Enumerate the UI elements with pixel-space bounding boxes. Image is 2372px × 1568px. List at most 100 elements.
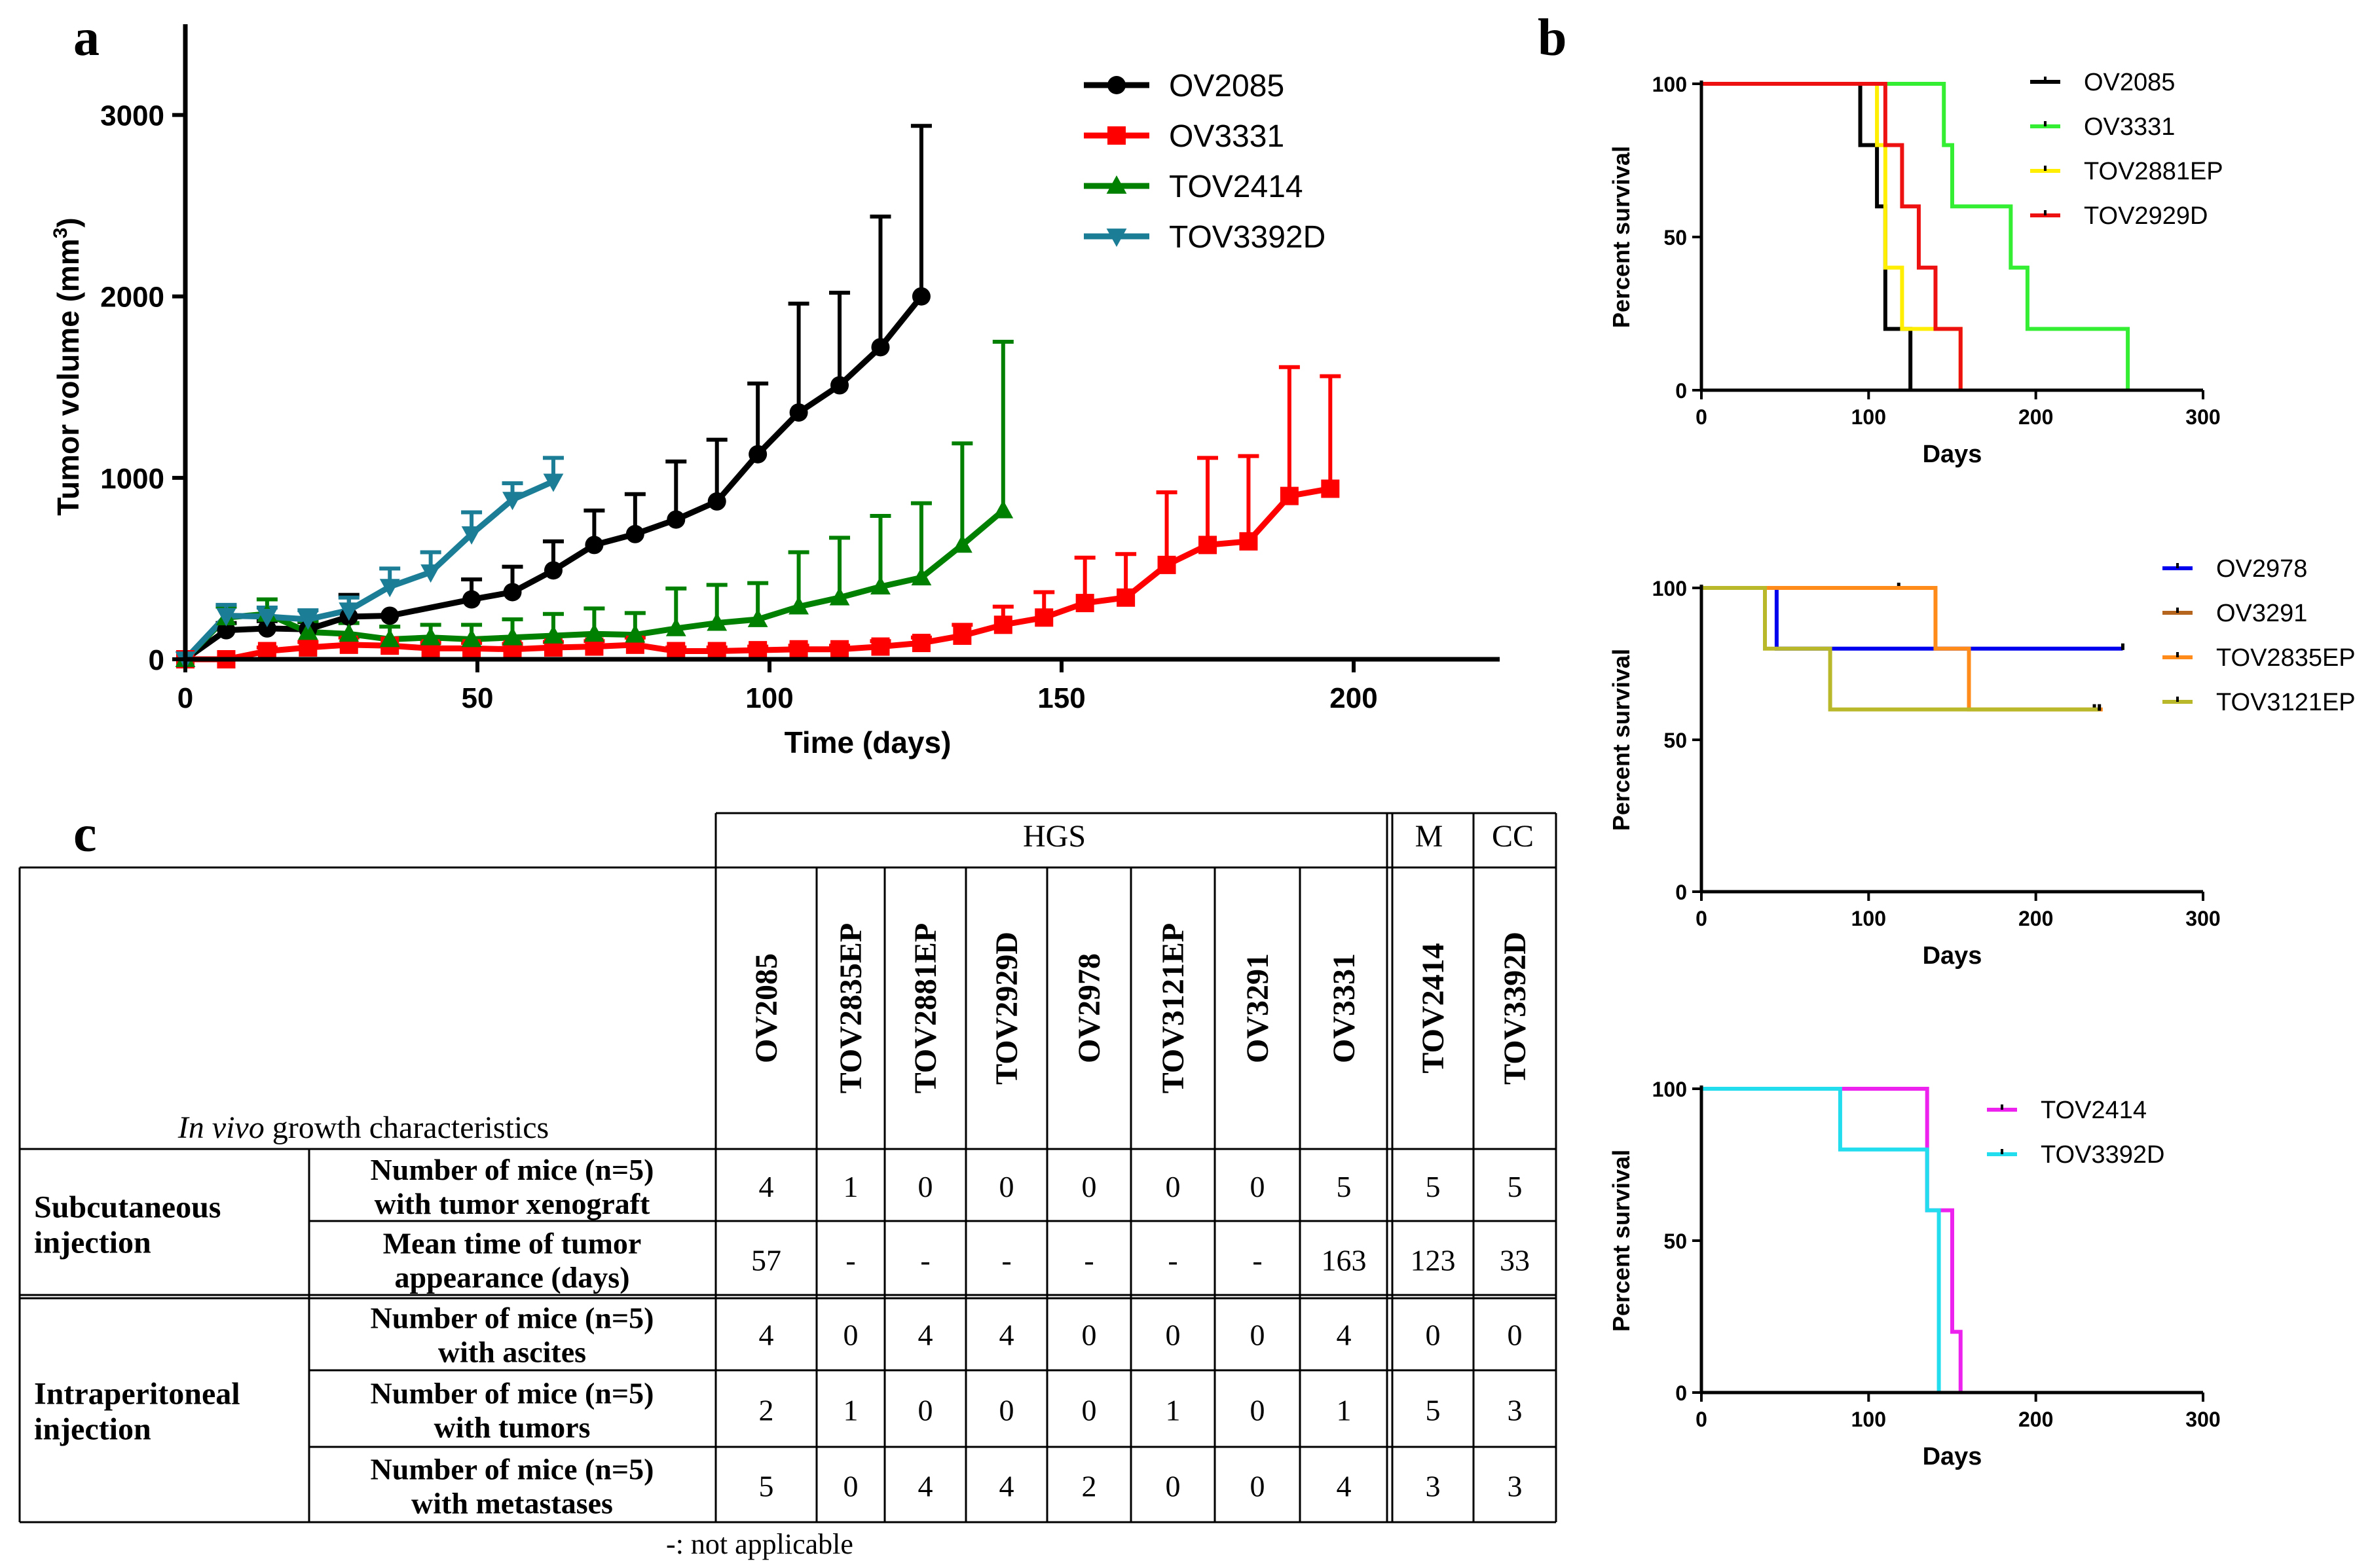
point-ov2085 <box>871 338 890 357</box>
growth-y-axis-title: Tumor volume (mm3) <box>50 217 85 515</box>
point-tov3392d <box>461 526 482 545</box>
survival-2-x-title: Days <box>1923 942 1982 970</box>
survival-line-tov3392d <box>1701 1087 1941 1393</box>
point-tov3392d <box>502 492 523 511</box>
survival-2-y-title: Percent survival <box>1608 649 1635 831</box>
table-cell: 5 <box>1508 1170 1523 1203</box>
table-cell: 2 <box>1082 1470 1097 1503</box>
table-cell: - <box>845 1244 855 1277</box>
table-cell: - <box>1168 1244 1177 1277</box>
growth-x-tick-label: 50 <box>462 682 494 714</box>
survival-3-x-title: Days <box>1923 1443 1982 1470</box>
table-row-label: with tumors <box>434 1411 591 1444</box>
point-tov2414 <box>870 576 891 595</box>
legend-marker-tov2414 <box>1106 175 1127 194</box>
survival-1-x-tick-label: 200 <box>2018 405 2053 429</box>
point-ov2085 <box>830 376 849 395</box>
survival-chart-2: 0 100 200 300 0 50 100 Days Percent survival OV29… <box>1608 555 2356 970</box>
survival-3-x-tick-label: 300 <box>2185 1408 2220 1431</box>
point-tov3392d <box>257 608 278 627</box>
point-ov2085 <box>789 403 808 422</box>
table-cell: 1 <box>843 1170 859 1203</box>
survival-legend-label-tov3121ep: TOV3121EP <box>2216 689 2356 716</box>
table-cell: 4 <box>1337 1319 1352 1352</box>
survival-line-ov3331 <box>1701 82 2130 390</box>
table-column-header-tov2414: TOV2414 <box>1416 943 1451 1073</box>
table-cell: 0 <box>843 1470 859 1503</box>
point-tov2414 <box>420 627 441 646</box>
legend-label-ov3331: OV3331 <box>1169 119 1284 154</box>
table-header-hgs: HGS <box>1023 819 1086 854</box>
table-cell: 3 <box>1426 1470 1441 1503</box>
table-column-header-tov3121ep: TOV3121EP <box>1156 923 1191 1093</box>
table-cell: 1 <box>1166 1394 1181 1427</box>
survival-legend-label-tov2414: TOV2414 <box>2041 1097 2147 1124</box>
table-cell: 163 <box>1322 1244 1367 1277</box>
table-header-m: M <box>1415 819 1443 854</box>
panel-letter-c: c <box>73 805 97 863</box>
survival-line-tov2414 <box>1701 1087 1963 1393</box>
table-column-header-tov3392d: TOV3392D <box>1498 932 1532 1085</box>
panel-letter-b: b <box>1538 9 1567 67</box>
survival-chart-1: 0 100 200 300 0 50 100 Days Percent survival OV20… <box>1608 69 2223 468</box>
survival-legend-label-ov2085: OV2085 <box>2084 69 2175 96</box>
table-cell: 0 <box>1166 1470 1181 1503</box>
growth-x-tick-label: 100 <box>745 682 793 714</box>
point-ov2085 <box>380 606 399 625</box>
point-ov2085 <box>585 536 604 555</box>
table-cell: 0 <box>1250 1394 1265 1427</box>
survival-legend-label-ov2978: OV2978 <box>2216 555 2307 583</box>
point-ov3331 <box>830 640 849 659</box>
survival-1-x-tick-label: 100 <box>1851 405 1886 429</box>
point-ov2085 <box>749 445 768 464</box>
growth-x-tick-label: 150 <box>1037 682 1085 714</box>
growth-y-axis-title-main: Tumor volume (mm <box>51 238 85 515</box>
table-cell: 0 <box>1250 1170 1265 1203</box>
point-ov3331 <box>1321 479 1340 498</box>
point-ov3331 <box>1075 594 1094 613</box>
table-corner-title-rest: growth characteristics <box>265 1110 549 1145</box>
legend-marker-tov3392d <box>1106 228 1127 247</box>
growth-x-tick-label: 0 <box>177 682 193 714</box>
table-cell: 2 <box>759 1394 774 1427</box>
table-cell: 3 <box>1508 1394 1523 1427</box>
table-column-header-tov2835ep: TOV2835EP <box>834 923 868 1093</box>
point-tov2414 <box>461 629 482 647</box>
growth-error-bars <box>215 124 1341 651</box>
growth-y-tick-label: 1000 <box>100 463 164 495</box>
point-ov3331 <box>749 641 768 660</box>
series-line-tov3392d <box>183 479 555 662</box>
survival-1-x-tick-label: 300 <box>2185 405 2220 429</box>
survival-2-y-tick-label: 100 <box>1652 577 1687 600</box>
panel-letter-a: a <box>73 9 100 67</box>
point-tov2414 <box>911 567 932 586</box>
table-cell: 4 <box>999 1319 1014 1352</box>
table-group-label: Subcutaneous <box>34 1190 221 1225</box>
point-ov2085 <box>217 621 236 640</box>
table-cell: 5 <box>1426 1394 1441 1427</box>
table-cell: 4 <box>1337 1470 1352 1503</box>
table-cell: 0 <box>1508 1319 1523 1352</box>
table-corner-title: In vivo growth characteristics <box>177 1110 549 1145</box>
survival-line-ov2085 <box>1701 82 1913 390</box>
survival-1-x-title: Days <box>1923 441 1982 468</box>
table-column-header-ov3291: OV3291 <box>1240 953 1275 1063</box>
growth-y-axis-title-sup: 3 <box>50 228 71 239</box>
point-tov3392d <box>379 579 400 598</box>
table-cell: 0 <box>999 1394 1014 1427</box>
survival-legend-label-ov3331: OV3331 <box>2084 113 2175 141</box>
point-ov2085 <box>667 510 686 529</box>
point-tov3392d <box>339 602 360 621</box>
growth-y-tick-label: 2000 <box>100 282 164 314</box>
table-row-label: Number of mice (n=5) <box>371 1302 654 1335</box>
table-cell: 4 <box>759 1170 774 1203</box>
survival-legend-label-tov3392d: TOV3392D <box>2041 1141 2164 1169</box>
growth-x-tick-label: 200 <box>1329 682 1377 714</box>
point-tov2414 <box>952 534 973 553</box>
table-row-label: Mean time of tumor <box>383 1227 642 1260</box>
table-cell: 4 <box>759 1319 774 1352</box>
table-cell: 3 <box>1508 1470 1523 1503</box>
point-tov3392d <box>420 564 441 583</box>
